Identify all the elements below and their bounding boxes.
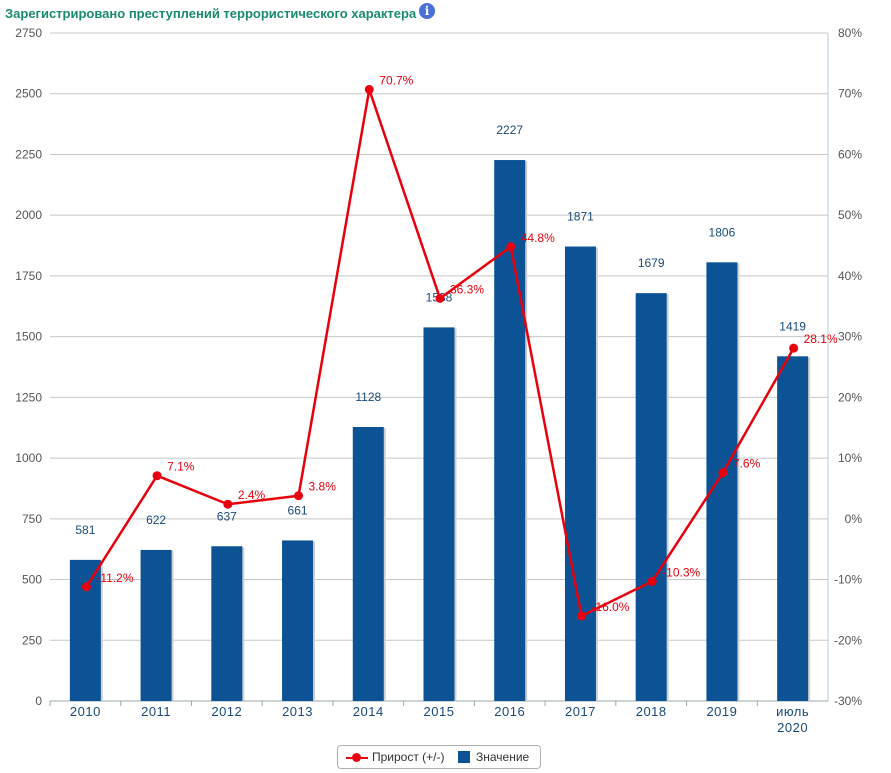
y-right-tick-label: 60% xyxy=(838,147,862,161)
legend-line-label[interactable]: Прирост (+/-) xyxy=(372,750,445,764)
x-tick-label: 2014 xyxy=(353,704,384,719)
y-right-tick-label: -30% xyxy=(834,694,862,708)
growth-point xyxy=(789,343,799,353)
legend-bar-label[interactable]: Значение xyxy=(476,750,530,764)
x-tick-label: 2018 xyxy=(636,704,667,719)
bar xyxy=(282,540,314,701)
y-left-tick-label: 1250 xyxy=(15,390,42,404)
x-tick-label: 2015 xyxy=(424,704,455,719)
growth-label: -11.2% xyxy=(96,571,133,585)
combo-chart: 0 250 500 750 1000 1250 1500 1750 2000 2250 2500 27… xyxy=(15,26,863,735)
bar-value-label: 637 xyxy=(217,509,237,523)
y-right-tick-label: -20% xyxy=(834,633,862,647)
growth-label: 2.4% xyxy=(238,488,266,502)
y-left-tick-label: 2000 xyxy=(15,208,42,222)
x-tick-label: 2019 xyxy=(706,704,737,719)
bar-value-label: 2227 xyxy=(496,123,523,137)
growth-label: 3.8% xyxy=(309,480,337,494)
growth-point xyxy=(576,611,586,621)
growth-label: 44.8% xyxy=(521,231,555,245)
bar xyxy=(352,426,384,701)
bar-value-label: 661 xyxy=(288,503,308,517)
y-left-tick-label: 2250 xyxy=(15,147,42,161)
growth-point xyxy=(81,582,91,592)
info-icon[interactable]: i xyxy=(419,3,435,19)
growth-label: 7.1% xyxy=(167,460,195,474)
y-right-tick-label: 0% xyxy=(845,512,863,526)
growth-label: -16.0% xyxy=(591,600,629,614)
legend-line-swatch[interactable] xyxy=(346,749,368,767)
growth-point xyxy=(718,468,728,478)
growth-label: 36.3% xyxy=(450,282,484,296)
chart-title: Зарегистрировано преступлений террористи… xyxy=(5,6,417,21)
bar-value-label: 1871 xyxy=(567,210,594,224)
legend: Прирост (+/-) Значение xyxy=(337,745,541,769)
x-tick-label: 2012 xyxy=(211,704,242,719)
y-right-tick-label: -10% xyxy=(834,573,862,587)
y-left-tick-label: 750 xyxy=(22,512,42,526)
y-right-tick-label: 40% xyxy=(838,269,862,283)
growth-point xyxy=(506,242,516,252)
bar xyxy=(777,356,809,701)
y-right-tick-label: 30% xyxy=(838,330,862,344)
x-tick-label: 2010 xyxy=(70,704,101,719)
growth-point xyxy=(294,491,304,501)
y-left-tick-label: 1500 xyxy=(15,330,42,344)
bar-value-label: 1806 xyxy=(709,225,736,239)
bar-value-label: 1679 xyxy=(638,256,665,270)
y-left-tick-label: 0 xyxy=(35,694,42,708)
bar-value-label: 1128 xyxy=(355,390,381,404)
growth-point xyxy=(647,576,657,586)
bar xyxy=(564,246,596,701)
x-tick-label: июль xyxy=(776,704,809,719)
bar xyxy=(140,549,172,701)
growth-point xyxy=(364,84,374,94)
y-right-tick-label: 50% xyxy=(838,208,862,222)
y-left-tick-label: 500 xyxy=(22,573,42,587)
y-left-tick-label: 250 xyxy=(22,633,42,647)
y-left-tick-label: 1750 xyxy=(15,269,42,283)
growth-point xyxy=(435,293,445,303)
bar xyxy=(706,262,738,701)
growth-label: 70.7% xyxy=(379,73,413,87)
growth-label: 7.6% xyxy=(733,457,761,471)
y-right-tick-label: 20% xyxy=(838,390,862,404)
bar xyxy=(635,293,667,701)
y-right-tick-label: 70% xyxy=(838,87,862,101)
y-right-tick-label: 10% xyxy=(838,451,862,465)
y-left-tick-label: 2500 xyxy=(15,87,42,101)
bar-value-label: 622 xyxy=(146,513,166,527)
bar xyxy=(211,546,243,701)
x-tick-label: 2020 xyxy=(777,720,808,735)
y-right-tick-label: 80% xyxy=(838,26,862,40)
bar xyxy=(423,327,455,701)
growth-label: -10.3% xyxy=(662,565,700,579)
x-tick-label: 2013 xyxy=(282,704,313,719)
x-tick-label: 2016 xyxy=(494,704,525,719)
y-left-tick-label: 1000 xyxy=(15,451,42,465)
growth-point xyxy=(223,499,233,509)
growth-label: 28.1% xyxy=(804,332,838,346)
legend-bar-swatch[interactable] xyxy=(458,751,470,763)
growth-point xyxy=(152,471,162,481)
y-left-tick-label: 2750 xyxy=(15,26,42,40)
bar-value-label: 581 xyxy=(75,523,95,537)
x-tick-label: 2011 xyxy=(141,704,171,719)
x-tick-label: 2017 xyxy=(565,704,596,719)
bar-value-label: 1419 xyxy=(779,319,806,333)
